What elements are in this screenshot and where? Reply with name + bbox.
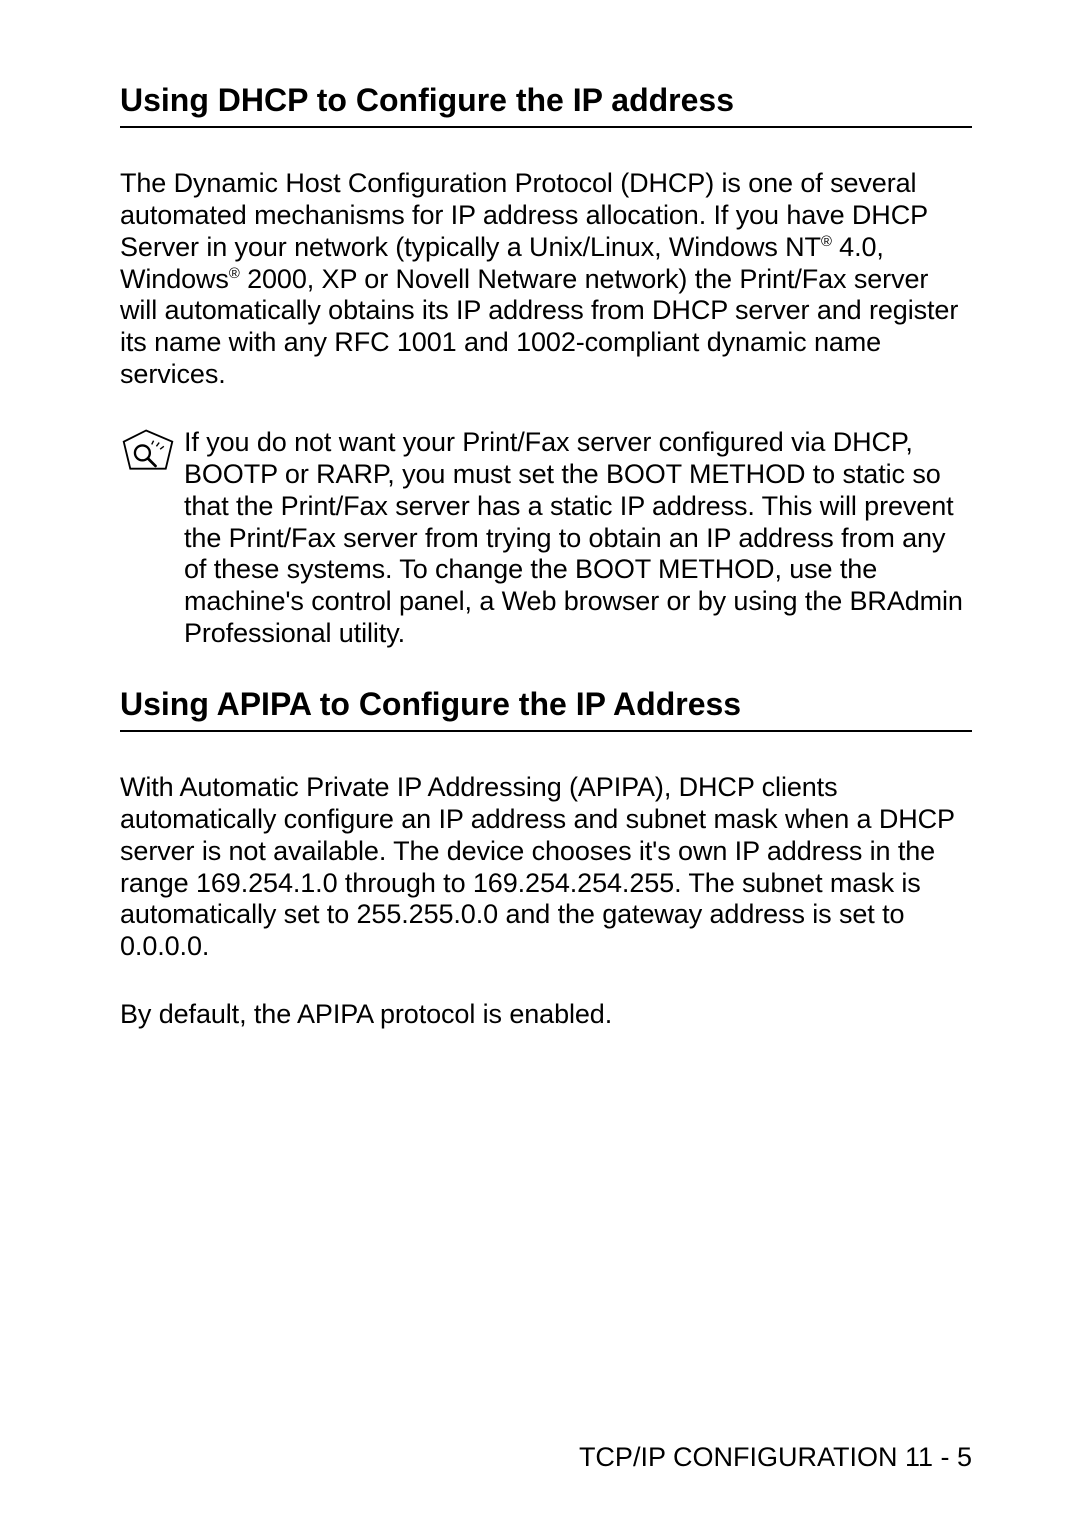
page-footer: TCP/IP CONFIGURATION 11 - 5: [579, 1442, 972, 1473]
dhcp-paragraph: The Dynamic Host Configuration Protocol …: [120, 168, 972, 391]
section-heading-apipa: Using APIPA to Configure the IP Address: [120, 684, 972, 724]
registered-mark: ®: [229, 266, 240, 282]
note-block: If you do not want your Print/Fax server…: [120, 427, 972, 650]
section-rule: [120, 730, 972, 732]
text-fragment: The Dynamic Host Configuration Protocol …: [120, 168, 928, 262]
text-fragment: 2000, XP or Novell Netware network) the …: [120, 264, 958, 390]
apipa-paragraph-2: By default, the APIPA protocol is enable…: [120, 999, 972, 1031]
note-icon: [120, 427, 182, 480]
note-text: If you do not want your Print/Fax server…: [184, 427, 972, 650]
registered-mark: ®: [821, 234, 832, 250]
section-heading-dhcp: Using DHCP to Configure the IP address: [120, 80, 972, 120]
document-page: Using DHCP to Configure the IP address T…: [0, 0, 1080, 1529]
apipa-paragraph-1: With Automatic Private IP Addressing (AP…: [120, 772, 972, 963]
section-rule: [120, 126, 972, 128]
